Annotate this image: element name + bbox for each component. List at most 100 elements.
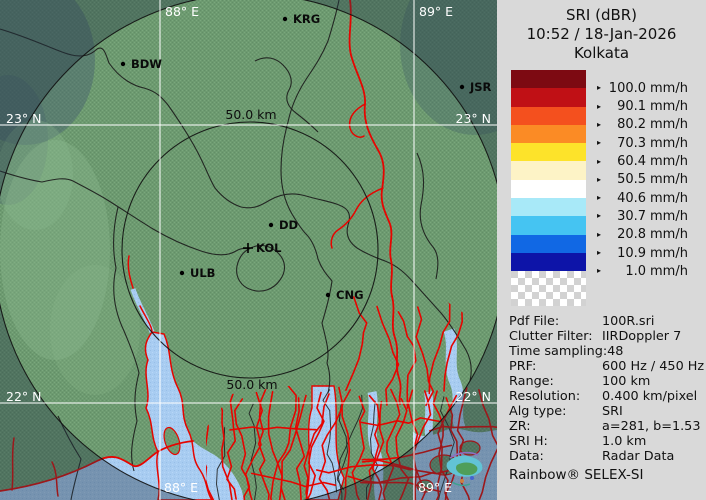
legend-color-swatch: [511, 70, 586, 89]
delta-channel: [361, 444, 453, 461]
radar-site-cross-marker: [243, 243, 253, 253]
delta-channel: [429, 425, 497, 432]
legend-tick-arrow-icon: ▸: [597, 156, 602, 166]
delta-channel: [361, 459, 451, 475]
metadata-list: Pdf File: 100R.sri Clutter Filter: IIRDoppl…: [509, 314, 705, 464]
legend-value: 1.0: [625, 263, 647, 279]
legend-label: ▸ 40.6 mm/h: [597, 190, 703, 206]
legend-nodata-swatch: [511, 271, 586, 307]
legend-tick-arrow-icon: ▸: [597, 119, 602, 129]
delta-channel: [229, 426, 318, 431]
city-dot-marker: [325, 292, 331, 298]
legend-color-swatch: [511, 252, 586, 272]
radar-echo: [446, 451, 483, 487]
legend-label: ▸ 60.4 mm/h: [597, 154, 703, 170]
metadata-row: Pdf File: 100R.sri: [509, 314, 705, 329]
delta-channel: [382, 388, 401, 500]
delta-channel: [436, 396, 455, 500]
metadata-value: 1.0 km: [602, 434, 647, 449]
legend-tick-arrow-icon: ▸: [597, 138, 602, 148]
legend-value: 30.7: [617, 208, 647, 224]
city-markers: BDW KRG JSR DD KOL ULB CNG: [120, 12, 492, 302]
delta-channel: [277, 394, 307, 500]
legend-value: 40.6: [617, 190, 647, 206]
legend-unit: mm/h: [650, 135, 688, 151]
delta-channel: [387, 398, 410, 500]
grid-label-latitude: 23° N: [6, 111, 41, 126]
legend-value: 20.8: [617, 227, 647, 243]
station-name: Kolkata: [573, 44, 630, 62]
legend-label: ▸ 90.1 mm/h: [597, 99, 703, 115]
legend-label: ▸ 70.3 mm/h: [597, 135, 703, 151]
legend-tick-arrow-icon: ▸: [597, 229, 602, 239]
legend-label: ▸ 1.0 mm/h: [597, 263, 703, 279]
legend-color-swatch: [511, 234, 586, 253]
legend-unit: mm/h: [650, 172, 688, 188]
metadata-label: Resolution:: [509, 389, 581, 404]
city-label-DD: DD: [279, 218, 298, 232]
city-label-BDW: BDW: [131, 57, 162, 71]
legend-tick-arrow-icon: ▸: [597, 266, 602, 276]
range-ring-label: 50.0 km: [226, 377, 277, 392]
legend-color-swatch: [511, 161, 586, 180]
delta-boundaries: [215, 389, 455, 500]
metadata-row: Data: Radar Data: [509, 449, 705, 464]
grid-label-longitude: 89° E: [418, 480, 452, 495]
metadata-label: Pdf File:: [509, 314, 560, 329]
legend-value: 10.9: [617, 245, 647, 261]
delta-channel: [226, 389, 237, 500]
legend-value: 90.1: [617, 99, 647, 115]
legend-value: 100.0: [608, 80, 647, 96]
grid-label-latitude: 22° N: [456, 389, 491, 404]
legend: ▸ 100.0 mm/h ▸ 90.1 mm/h ▸ 80.2 mm/h ▸ 70.3 mm/h ▸ 60…: [511, 70, 703, 310]
water-bodies: [0, 288, 497, 500]
metadata-value: 0.400 km/pixel: [602, 389, 698, 404]
legend-value: 70.3: [617, 135, 647, 151]
delta-channel: [412, 390, 432, 500]
legend-value: 80.2: [617, 117, 647, 133]
metadata-row: SRI H: 1.0 km: [509, 434, 705, 449]
metadata-value: IIRDoppler 7: [602, 329, 682, 344]
legend-color-swatch: [511, 179, 586, 199]
metadata-value: 100 km: [602, 374, 651, 389]
grid-label-longitude: 89° E: [419, 4, 453, 19]
range-rings: 50.0 km 50.0 km: [0, 0, 497, 500]
delta-channel: [359, 417, 441, 427]
legend-color-swatch: [511, 88, 586, 107]
metadata-label: SRI H:: [509, 434, 548, 449]
metadata-label: ZR:: [509, 419, 531, 434]
legend-tick-arrow-icon: ▸: [597, 193, 602, 203]
map-canvas[interactable]: 50.0 km 50.0 km 88° E 88° E 89° E 89° E 23° N…: [0, 0, 497, 500]
river-network: [0, 0, 402, 497]
legend-label: ▸ 30.7 mm/h: [597, 208, 703, 224]
range-ring-label: 50.0 km: [225, 107, 276, 122]
metadata-value: a=281, b=1.53: [602, 419, 701, 434]
legend-unit: mm/h: [650, 245, 688, 261]
legend-label: ▸ 80.2 mm/h: [597, 117, 703, 133]
legend-color-swatch: [511, 198, 586, 217]
delta-channel: [475, 389, 497, 500]
delta-channel: [318, 389, 351, 500]
metadata-row: ZR: a=281, b=1.53: [509, 419, 705, 434]
delta-channel: [456, 387, 473, 500]
sidebar-header: SRI (dBR) 10:52 / 18-Jan-2026 Kolkata: [497, 0, 706, 63]
grid-label-latitude: 23° N: [456, 111, 491, 126]
city-label-KOL: KOL: [256, 241, 282, 255]
legend-label: ▸ 100.0 mm/h: [597, 80, 703, 96]
delta-channel: [248, 403, 257, 500]
legend-label: ▸ 20.8 mm/h: [597, 227, 703, 243]
delta-channel: [337, 404, 349, 500]
metadata-label: Range:: [509, 374, 554, 389]
legend-label: ▸ 50.5 mm/h: [597, 172, 703, 188]
delta-channel: [234, 398, 262, 500]
delta-channel: [351, 395, 366, 500]
metadata-row: PRF: 600 Hz / 450 Hz: [509, 359, 705, 374]
city-label-CNG: CNG: [336, 288, 364, 302]
info-sidebar: SRI (dBR) 10:52 / 18-Jan-2026 Kolkata ▸ 1…: [497, 0, 706, 500]
delta-channel: [376, 305, 400, 406]
coordinate-grid: 88° E 88° E 89° E 89° E 23° N 23° N 22° N 22° N: [0, 0, 497, 500]
legend-unit: mm/h: [650, 263, 688, 279]
software-brand: Rainbow® SELEX-SI: [509, 467, 644, 483]
grid-label-longitude: 88° E: [164, 480, 198, 495]
metadata-value: 48: [607, 344, 624, 359]
